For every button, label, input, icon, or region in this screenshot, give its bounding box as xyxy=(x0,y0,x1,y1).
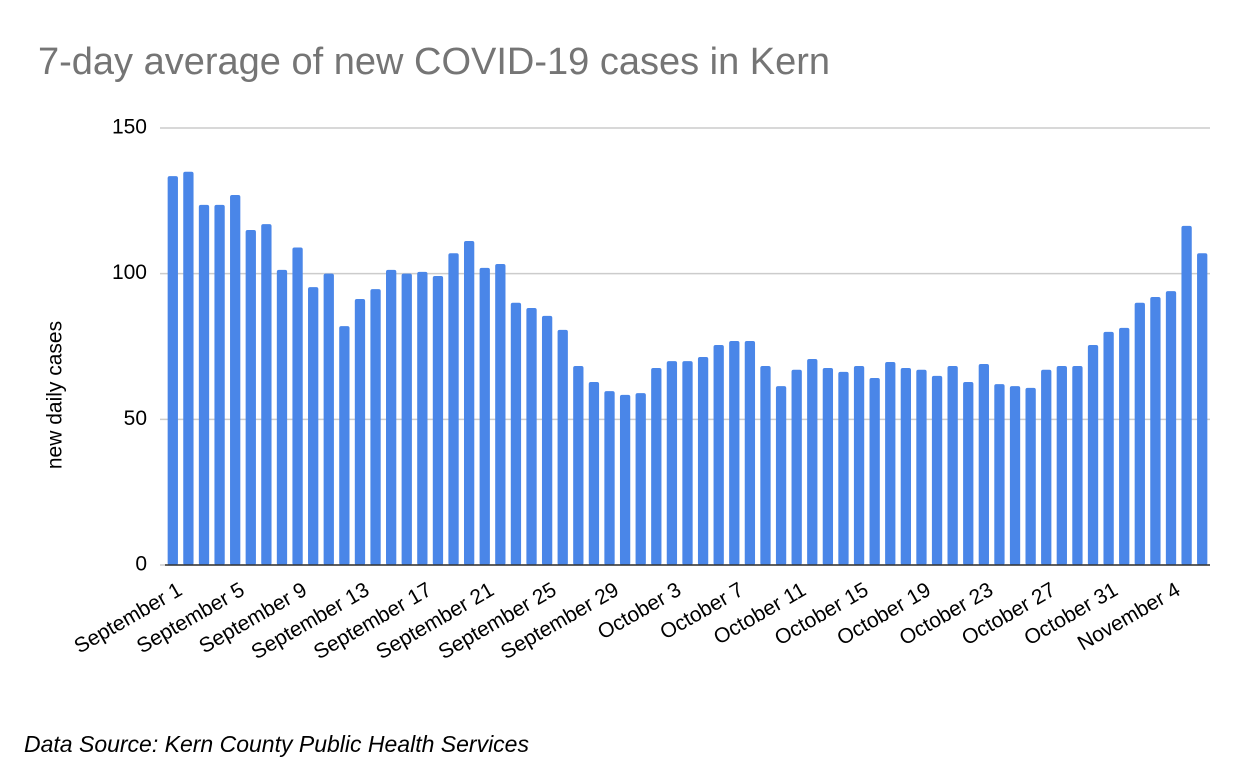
bar xyxy=(1025,387,1036,565)
bar xyxy=(292,247,303,566)
bar xyxy=(838,371,849,565)
bar xyxy=(666,361,678,565)
bar xyxy=(510,302,522,565)
bar xyxy=(463,241,475,565)
bar xyxy=(1087,345,1099,565)
bar xyxy=(214,204,225,566)
bar xyxy=(791,369,802,565)
bar xyxy=(432,275,444,565)
bar xyxy=(183,171,194,565)
bar xyxy=(885,361,896,565)
bar xyxy=(479,267,490,565)
bar xyxy=(276,269,288,565)
bar xyxy=(354,299,366,565)
bar xyxy=(729,340,740,565)
bar xyxy=(448,253,459,566)
bar xyxy=(697,356,709,565)
bar xyxy=(541,315,553,565)
bar xyxy=(417,271,428,565)
y-tick-label: 100 xyxy=(112,261,147,284)
bar xyxy=(230,195,241,566)
bar xyxy=(198,204,210,566)
bar xyxy=(853,366,865,565)
bar xyxy=(900,368,912,565)
bar xyxy=(573,366,584,565)
bar xyxy=(1041,369,1052,565)
bar xyxy=(588,382,600,565)
bar xyxy=(978,363,989,565)
bar xyxy=(1103,331,1114,565)
y-tick-label: 150 xyxy=(112,116,147,139)
bar xyxy=(744,340,756,565)
bar xyxy=(495,264,506,565)
bar xyxy=(604,391,615,565)
bar xyxy=(760,366,771,565)
bar xyxy=(963,382,974,565)
bar xyxy=(1009,386,1021,565)
bar xyxy=(167,176,178,565)
y-tick-label: 0 xyxy=(135,553,147,576)
bar xyxy=(947,366,958,565)
bar xyxy=(1119,327,1130,565)
bar xyxy=(1197,253,1208,566)
bar xyxy=(401,273,412,565)
bar xyxy=(339,326,350,565)
bar xyxy=(619,394,631,565)
source-note: Data Source: Kern County Public Health S… xyxy=(24,731,529,757)
bar xyxy=(713,345,724,565)
bar xyxy=(308,287,319,565)
bar xyxy=(869,377,880,565)
bar xyxy=(775,386,787,565)
bar xyxy=(1165,291,1177,565)
bar xyxy=(822,368,834,565)
y-axis-label: new daily cases xyxy=(44,321,67,469)
bar xyxy=(526,308,537,565)
bar xyxy=(682,361,693,565)
bar xyxy=(651,368,662,565)
bar xyxy=(245,229,256,565)
bar xyxy=(1181,225,1192,565)
bar xyxy=(261,224,272,565)
bar xyxy=(1072,366,1083,565)
bar xyxy=(370,289,381,565)
bar xyxy=(323,273,334,565)
bar xyxy=(386,269,397,565)
chart-title: 7-day average of new COVID-19 cases in K… xyxy=(38,41,830,83)
bar xyxy=(1056,366,1067,565)
bar xyxy=(931,375,943,565)
bar xyxy=(994,384,1005,565)
bar xyxy=(916,369,927,565)
bar xyxy=(1134,302,1145,565)
bar xyxy=(1150,296,1161,565)
bar xyxy=(635,393,646,565)
y-tick-label: 50 xyxy=(124,407,147,430)
bar xyxy=(807,359,818,565)
bar xyxy=(557,329,568,565)
